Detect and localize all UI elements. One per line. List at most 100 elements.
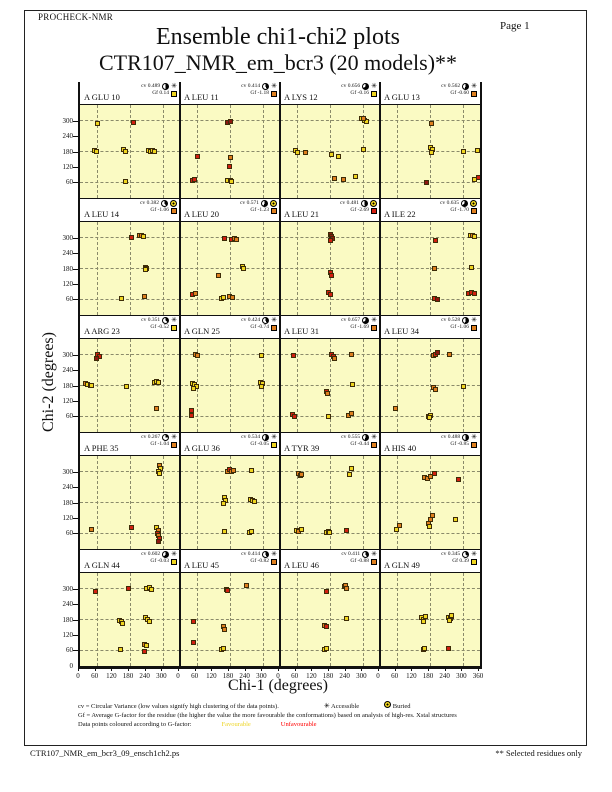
x-axis-label: Chi-1 (degrees) <box>228 677 328 694</box>
cv-pie-icon <box>262 83 270 90</box>
gf-value: Gf -0.44 <box>350 441 369 447</box>
gridline <box>80 619 180 620</box>
accessible-icon: ✳ <box>271 82 277 90</box>
plot-header-a-leu-11: A LEU 11 cv 0.414 ✳ Gf -1.18 <box>180 82 280 104</box>
x-tick-label: 300 <box>356 672 367 680</box>
cv-value: cv 0.555 <box>341 434 361 440</box>
cv-pie-icon <box>362 83 370 90</box>
gridline <box>280 619 380 620</box>
legend: cv = Circular Variance (low values signi… <box>78 701 528 729</box>
gf-value: Gf -1.06 <box>450 324 469 330</box>
gridline <box>80 385 180 386</box>
column-separator <box>179 82 181 667</box>
cv-pie-icon <box>362 434 370 441</box>
data-point <box>336 154 342 160</box>
chi1-chi2-plot-a-leu-21 <box>280 221 380 316</box>
plot-header-a-leu-21: A LEU 21 cv 0.481 Gf -2.69 <box>280 199 380 221</box>
data-point <box>231 468 237 474</box>
axis-tick <box>73 533 78 535</box>
data-point <box>251 499 257 505</box>
gridline <box>263 222 265 315</box>
y-tick-label: 300 <box>62 233 74 242</box>
gridline <box>380 588 480 590</box>
data-point <box>431 471 437 477</box>
plot-header-a-leu-14: A LEU 14 cv 0.382 Gf -1.06 <box>80 199 180 221</box>
legend-accessible-label: Accessible <box>331 703 360 710</box>
plot-stats: cv 0.528 ✳ Gf -1.06 <box>441 317 477 331</box>
data-point <box>122 148 128 154</box>
data-point <box>191 639 197 645</box>
residue-label: A LEU 11 <box>184 92 219 102</box>
x-tick-label: 0 <box>176 672 180 680</box>
residue-label: A LEU 31 <box>284 326 319 336</box>
data-point <box>227 119 233 125</box>
data-point <box>94 355 100 361</box>
cv-pie-icon <box>262 551 270 558</box>
x-tick-label: 240 <box>239 672 250 680</box>
cv-stat-line: cv 0.489 ✳ <box>141 83 177 90</box>
gf-colour-swatch <box>271 207 277 214</box>
data-point <box>348 411 354 417</box>
x-tick-label: 0 <box>276 672 280 680</box>
cv-pie-icon <box>362 551 370 558</box>
residue-label: A LEU 34 <box>384 326 419 336</box>
data-point <box>344 527 350 533</box>
legend-gf-line: Gf = Average G-factor for the residue (t… <box>78 712 457 719</box>
data-point <box>434 296 440 302</box>
gf-value: Gf -0.60 <box>450 90 469 96</box>
x-tick-label: 360 <box>472 672 484 680</box>
gridline <box>280 471 380 473</box>
gf-stat-line: Gf -0.88 <box>341 558 377 565</box>
y-tick-label: 120 <box>62 630 74 639</box>
cv-pie-icon <box>361 200 368 207</box>
buried-icon <box>170 200 177 207</box>
x-tick-label: 60 <box>391 672 399 680</box>
axis-tick <box>73 299 78 301</box>
axis-tick <box>111 667 113 671</box>
gf-stat-line: Gf -0.60 <box>441 90 477 97</box>
data-point <box>447 351 453 357</box>
page-border-frame <box>24 10 587 746</box>
accessible-icon: ✳ <box>471 82 477 90</box>
axis-tick <box>194 667 196 671</box>
data-point <box>229 295 235 301</box>
data-point <box>344 616 350 622</box>
cv-pie-icon <box>162 551 170 558</box>
gf-stat-line: Gf -0.82 <box>241 558 277 565</box>
gf-stat-line: Gf -0.52 <box>141 324 177 331</box>
data-point <box>347 472 353 478</box>
x-tick-label: 120 <box>306 672 317 680</box>
axis-tick <box>73 487 78 489</box>
gridline <box>80 354 180 356</box>
residue-label: A LEU 14 <box>84 209 119 219</box>
plot-stats: cv 0.414 ✳ Gf -0.82 <box>241 551 277 565</box>
cv-stat-line: cv 0.571 <box>240 200 277 207</box>
axis-tick <box>73 151 78 153</box>
axis-tick <box>73 588 78 590</box>
y-tick-label: 300 <box>62 467 74 476</box>
y-tick-label: 120 <box>62 162 74 171</box>
chi1-chi2-plot-a-ile-22 <box>380 221 480 316</box>
gridline <box>380 385 480 386</box>
cv-stat-line: cv 0.602 ✳ <box>141 551 177 558</box>
axis-tick <box>73 604 78 606</box>
data-point <box>325 391 330 397</box>
gf-colour-swatch <box>471 207 477 214</box>
gf-stat-line: Gf -1.04 <box>141 441 177 448</box>
cv-value: cv 0.534 <box>241 434 261 440</box>
data-point <box>146 618 152 624</box>
data-point <box>432 387 438 393</box>
gf-colour-swatch <box>471 441 477 448</box>
gridline <box>180 619 280 620</box>
gf-colour-swatch <box>271 441 277 448</box>
axis-tick <box>73 166 78 168</box>
x-tick-label: 180 <box>322 672 334 680</box>
axis-tick <box>73 517 78 519</box>
axis-tick <box>128 667 129 671</box>
x-tick-label: 180 <box>222 672 234 680</box>
axis-tick <box>73 400 78 402</box>
plot-stats: cv 0.345 ✳ Gf 0.39 <box>441 551 477 565</box>
data-point <box>363 119 369 125</box>
cv-pie-icon <box>461 200 468 207</box>
axis-tick <box>178 667 179 671</box>
